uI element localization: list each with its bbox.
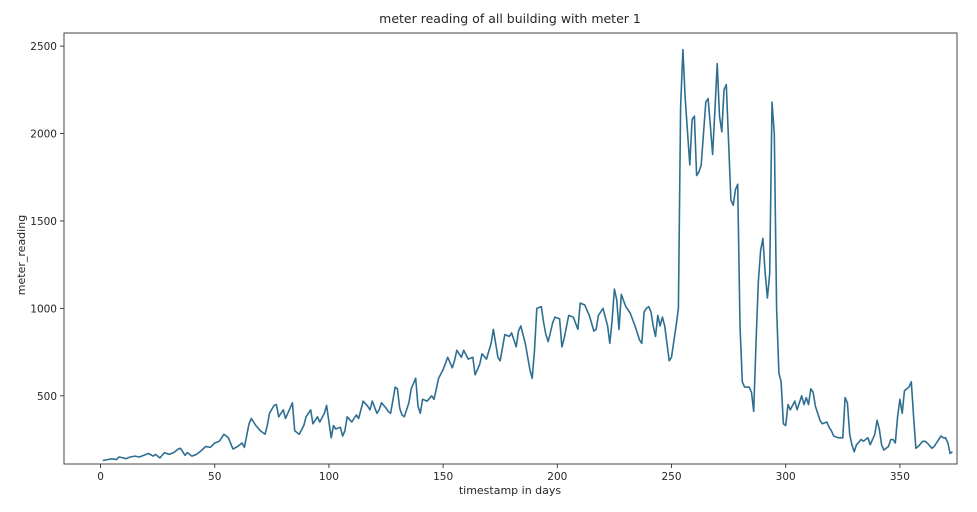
- axis-ticks: 0 50 100 150 200 250 300 350 500 1000 1500 2000 2500: [30, 41, 910, 483]
- y-tick-label: 1000: [30, 303, 57, 315]
- plot-frame: [63, 32, 958, 465]
- x-tick-label: 300: [776, 471, 796, 483]
- x-axis-label: timestamp in days: [459, 484, 562, 497]
- y-axis-label: meter_reading: [15, 215, 28, 295]
- x-tick-label: 350: [890, 471, 910, 483]
- x-tick-label: 50: [208, 471, 221, 483]
- y-tick-label: 1500: [30, 216, 57, 228]
- y-tick-label: 500: [37, 391, 57, 403]
- x-tick-label: 200: [547, 471, 567, 483]
- x-tick-label: 100: [319, 471, 339, 483]
- chart-title: meter reading of all building with meter…: [379, 11, 641, 26]
- x-tick-label: 150: [433, 471, 453, 483]
- y-tick-label: 2500: [30, 41, 57, 53]
- x-tick-label: 250: [661, 471, 681, 483]
- x-tick-label: 0: [97, 471, 104, 483]
- series-line: [102, 48, 953, 462]
- y-tick-label: 2000: [30, 129, 57, 141]
- plot-area: [102, 48, 953, 462]
